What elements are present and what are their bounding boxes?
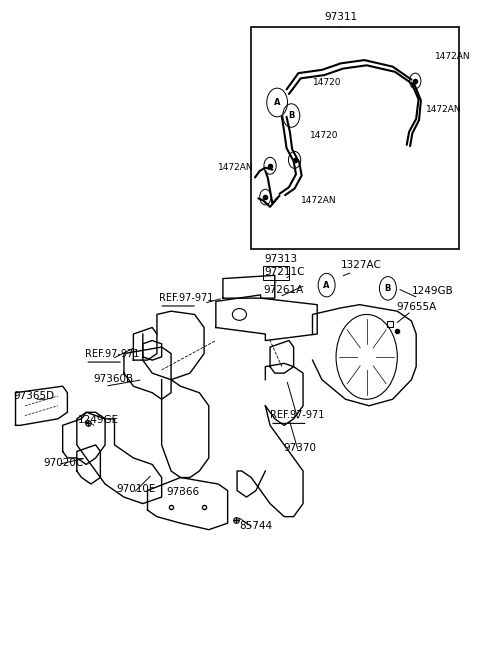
Text: 97311: 97311 [324, 12, 357, 22]
Text: B: B [384, 284, 391, 293]
Text: B: B [288, 111, 294, 120]
Text: 97313: 97313 [264, 253, 297, 263]
Text: 97211C: 97211C [264, 267, 305, 276]
Text: 1472AN: 1472AN [426, 105, 461, 113]
Bar [251, 28, 458, 250]
Text: 97010E: 97010E [116, 484, 156, 494]
Text: 1472AN: 1472AN [300, 196, 336, 205]
Text: 97360B: 97360B [93, 374, 133, 384]
Text: 97366: 97366 [167, 487, 200, 497]
Text: 1249GE: 1249GE [78, 415, 119, 425]
Text: 97365D: 97365D [13, 390, 54, 401]
Text: REF.97-971: REF.97-971 [270, 410, 324, 420]
Text: 97261A: 97261A [263, 285, 303, 295]
Text: A: A [324, 280, 330, 290]
Bar [263, 265, 289, 280]
Text: 1249GB: 1249GB [411, 286, 453, 296]
Text: 97020C: 97020C [44, 458, 84, 468]
Text: 85744: 85744 [240, 521, 273, 531]
Text: 97655A: 97655A [396, 303, 437, 312]
Text: REF.97-971: REF.97-971 [85, 349, 140, 359]
Text: 1472AN: 1472AN [435, 52, 471, 62]
Text: A: A [274, 98, 280, 107]
Text: 1327AC: 1327AC [341, 260, 382, 270]
Text: 14720: 14720 [310, 130, 338, 140]
Text: 97370: 97370 [283, 443, 316, 453]
Text: 1472AN: 1472AN [218, 163, 253, 172]
Text: REF.97-971: REF.97-971 [159, 293, 214, 303]
Text: 14720: 14720 [312, 79, 341, 87]
